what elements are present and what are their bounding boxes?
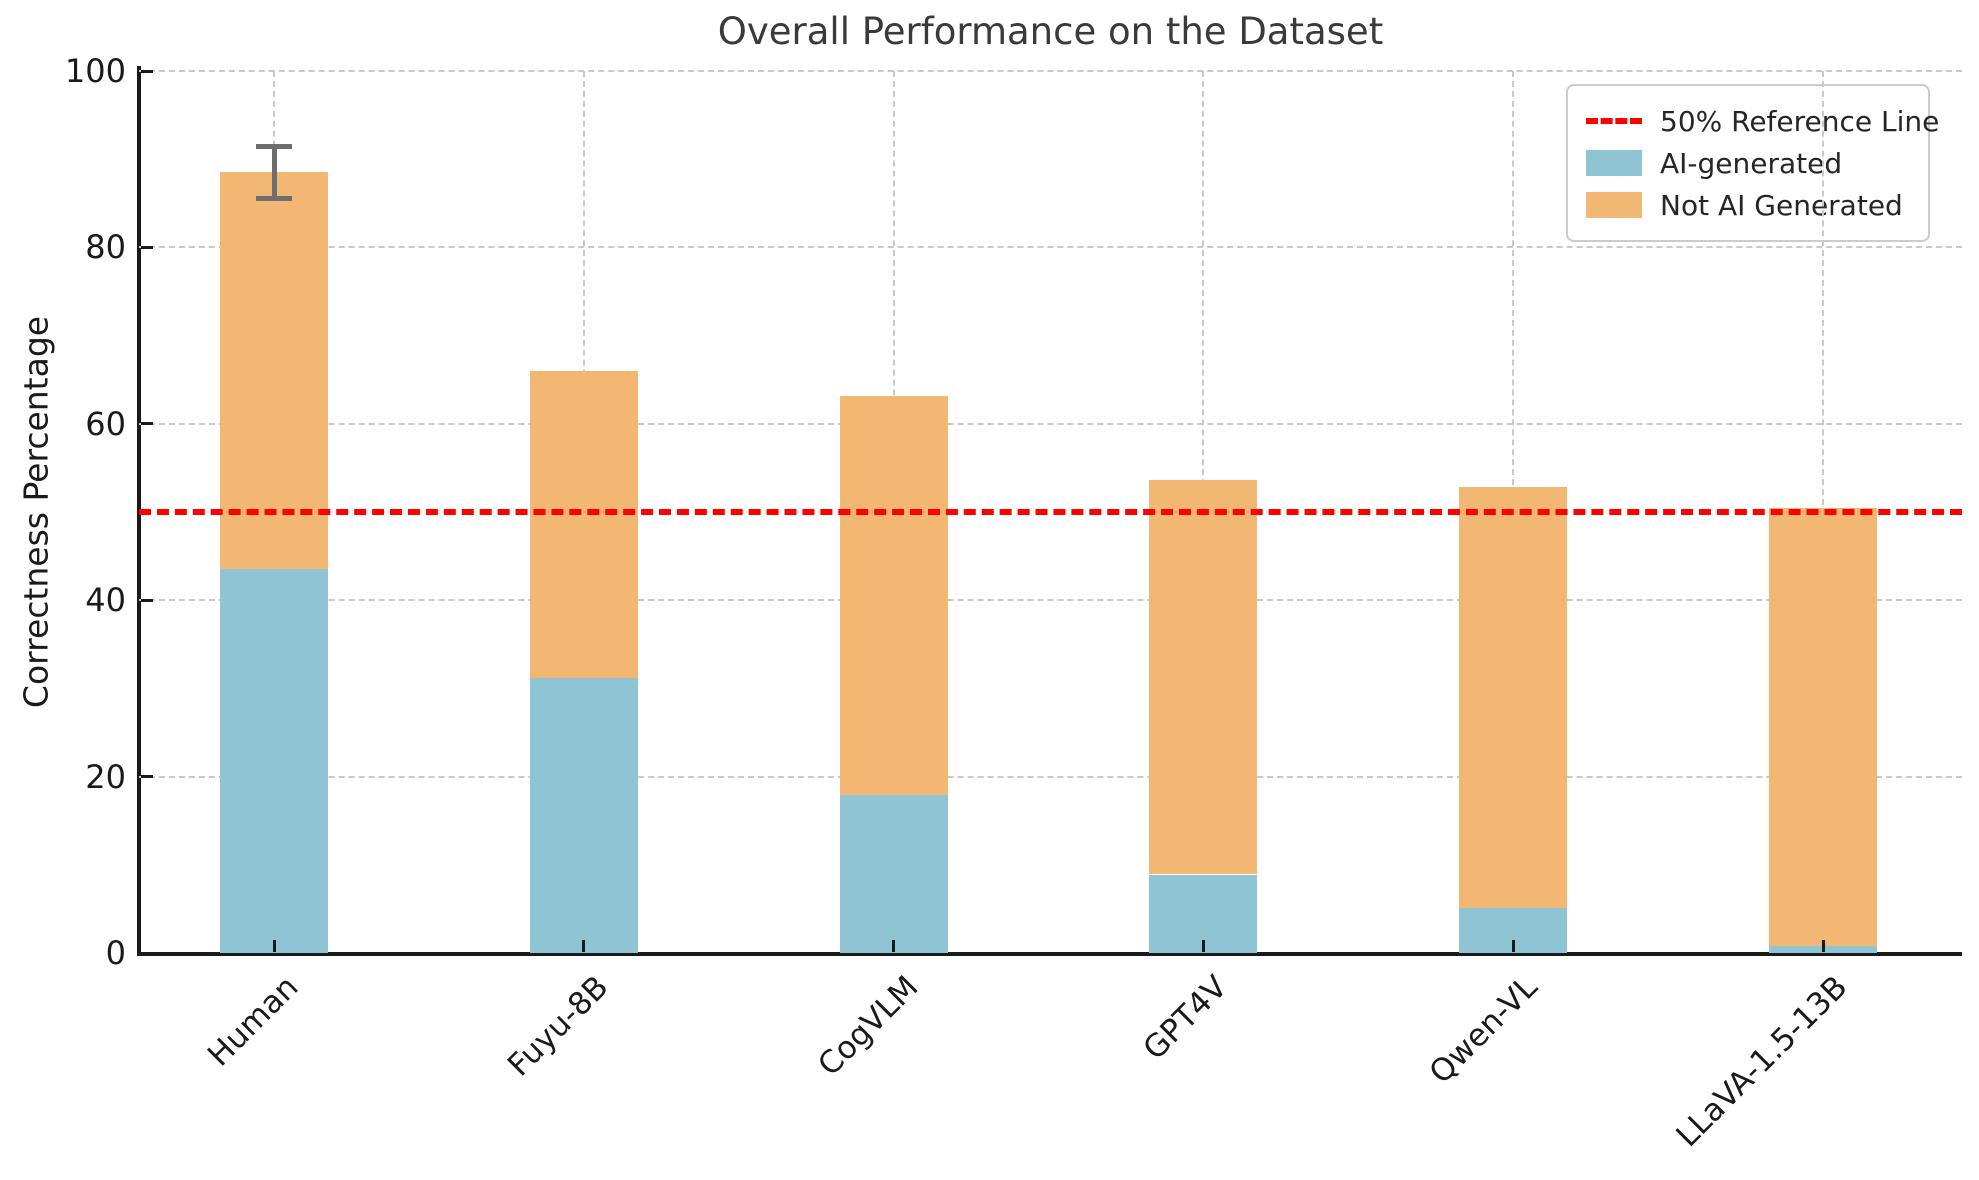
gridline-horizontal — [139, 246, 1962, 249]
gridline-horizontal — [139, 775, 1962, 778]
x-tick-mark — [1201, 940, 1205, 952]
y-tick-label: 20 — [85, 757, 126, 796]
x-tick-mark — [582, 940, 586, 952]
gridline-horizontal — [139, 70, 1962, 72]
error-bar-cap-bottom — [256, 195, 292, 201]
y-tick-mark — [141, 951, 153, 955]
legend-label: 50% Reference Line — [1660, 104, 1940, 138]
error-bar-cap-top — [256, 144, 292, 150]
x-tick-mark — [1821, 940, 1825, 952]
legend-label: Not AI Generated — [1660, 188, 1903, 222]
x-tick-label-anchor: GPT4V — [1137, 969, 1312, 1067]
x-tick-mark — [1511, 940, 1515, 952]
y-tick-mark — [141, 598, 153, 602]
y-tick-label: 80 — [85, 228, 126, 267]
x-axis-spine — [137, 952, 1962, 956]
bar-segment-not-ai-generated-cogvlm — [839, 395, 948, 796]
x-tick-mark — [892, 940, 896, 952]
x-tick-label: Fuyu-8B — [500, 969, 616, 1084]
bar-segment-not-ai-generated-llava-1-5-13b — [1769, 508, 1877, 946]
x-tick-label-anchor: CogVLM — [811, 969, 1026, 1083]
x-tick-label: Human — [200, 969, 306, 1074]
bar-segment-ai-generated-human — [220, 569, 328, 953]
legend-item: Not AI Generated — [1586, 184, 1910, 226]
x-tick-label: GPT4V — [1136, 969, 1235, 1068]
legend-swatch-icon — [1586, 192, 1642, 218]
y-axis-label: Correctness Percentage — [16, 315, 56, 709]
y-tick-mark — [141, 245, 153, 249]
x-tick-label-anchor: Qwen-VL — [1423, 969, 1655, 1091]
legend: 50% Reference Line AI-generated Not AI Gen… — [1566, 84, 1939, 242]
x-tick-label: LLaVA-1.5-13B — [1669, 969, 1855, 1155]
gridline-horizontal — [139, 599, 1962, 602]
legend-dashed-line-icon — [1586, 118, 1642, 124]
x-tick-label-anchor: Human — [201, 969, 392, 1074]
x-tick-label-anchor: Fuyu-8B — [501, 969, 716, 1084]
y-tick-mark — [141, 775, 153, 779]
bar-segment-ai-generated-gpt4v — [1149, 874, 1258, 953]
gridline-horizontal — [139, 422, 1962, 425]
bar-segment-not-ai-generated-human — [220, 172, 328, 570]
x-tick-label: Qwen-VL — [1422, 969, 1545, 1091]
error-bar-line — [271, 146, 277, 198]
reference-line — [139, 509, 1962, 515]
bar-segment-not-ai-generated-qwen-vl — [1459, 487, 1568, 908]
y-tick-label: 60 — [85, 404, 126, 443]
bar-segment-ai-generated-cogvlm — [839, 795, 948, 953]
x-tick-label: CogVLM — [810, 969, 926, 1084]
legend-item: 50% Reference Line — [1586, 100, 1939, 142]
bar-segment-not-ai-generated-gpt4v — [1149, 480, 1258, 875]
bar-segment-ai-generated-fuyu-8b — [529, 677, 638, 953]
legend-item: AI-generated — [1586, 142, 1910, 184]
x-tick-label-anchor: LLaVA-1.5-13B — [1669, 969, 1979, 1154]
y-tick-label: 0 — [105, 934, 126, 972]
y-tick-mark — [141, 422, 153, 426]
chart-title: Overall Performance on the Dataset — [717, 10, 1384, 53]
x-tick-mark — [272, 940, 276, 952]
y-tick-label: 100 — [64, 52, 126, 90]
legend-label: AI-generated — [1660, 146, 1843, 180]
y-tick-label: 40 — [85, 581, 126, 620]
bar-segment-not-ai-generated-fuyu-8b — [529, 370, 638, 678]
y-tick-mark — [141, 69, 153, 73]
legend-swatch-icon — [1586, 150, 1642, 176]
